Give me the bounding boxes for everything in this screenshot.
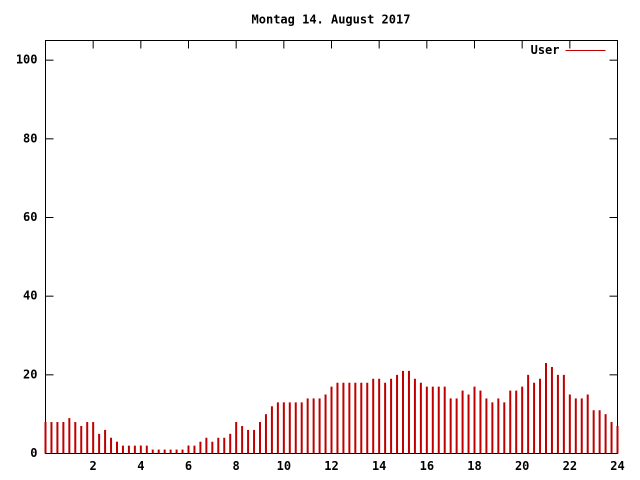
x-tick-label: 8: [233, 459, 240, 473]
y-tick-label: 40: [23, 289, 37, 303]
x-tick-label: 18: [467, 459, 481, 473]
y-tick-label: 0: [30, 446, 37, 460]
y-tick-label: 60: [23, 210, 37, 224]
x-tick-label: 2: [90, 459, 97, 473]
x-tick-label: 24: [610, 459, 624, 473]
y-tick-label: 20: [23, 367, 37, 381]
y-tick-label: 80: [23, 131, 37, 145]
x-tick-label: 6: [185, 459, 192, 473]
chart-title: Montag 14. August 2017: [252, 13, 411, 27]
x-tick-label: 16: [420, 459, 434, 473]
x-tick-label: 22: [563, 459, 577, 473]
x-tick-label: 10: [277, 459, 291, 473]
x-tick-label: 20: [515, 459, 529, 473]
legend-label: User: [531, 43, 560, 57]
y-tick-label: 100: [16, 53, 38, 67]
x-tick-label: 14: [372, 459, 386, 473]
x-tick-label: 4: [137, 459, 144, 473]
x-tick-label: 12: [324, 459, 338, 473]
